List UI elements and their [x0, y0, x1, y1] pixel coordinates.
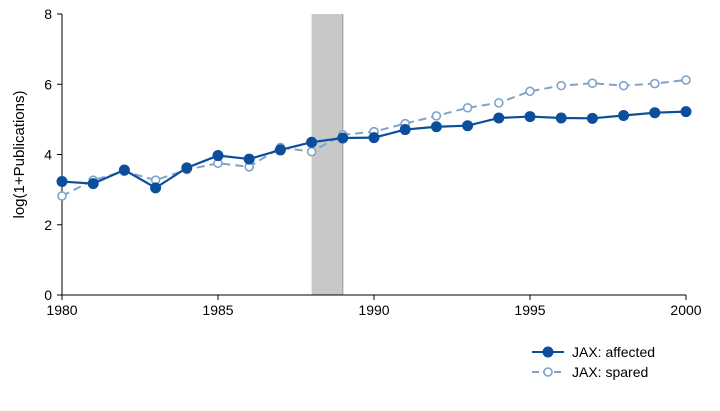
data-point: [649, 78, 660, 89]
data-point: [337, 132, 349, 144]
legend-label: JAX: spared: [572, 364, 648, 380]
legend: JAX: affected JAX: spared: [532, 344, 655, 380]
legend-marker: [542, 346, 554, 358]
x-tick-label: 1985: [202, 302, 233, 318]
y-tick-label: 6: [44, 76, 52, 92]
data-point: [555, 112, 567, 124]
data-point: [586, 112, 598, 124]
data-point: [462, 120, 474, 132]
data-point: [212, 150, 224, 162]
series-2: [57, 75, 691, 201]
y-tick-label: 8: [44, 6, 52, 22]
x-tick-label: 1990: [358, 302, 389, 318]
legend-label: JAX: affected: [572, 344, 655, 360]
x-tick-label: 1995: [514, 302, 545, 318]
data-point: [56, 176, 68, 188]
data-point: [430, 121, 442, 133]
data-point: [399, 124, 411, 136]
data-point: [649, 107, 661, 119]
data-point: [181, 162, 193, 174]
data-point: [462, 102, 473, 113]
legend-marker: [543, 367, 553, 377]
data-point: [618, 110, 630, 122]
series-1: [56, 106, 692, 194]
data-point: [493, 98, 504, 108]
data-point: [587, 78, 598, 88]
data-point: [87, 178, 99, 190]
series-layer: [56, 75, 692, 201]
data-point: [150, 182, 162, 194]
y-axis-title: log(1+Publications): [11, 91, 28, 219]
data-point: [681, 75, 691, 85]
y-tick-label: 0: [44, 287, 52, 303]
data-point: [680, 106, 692, 118]
axes: [61, 14, 686, 296]
data-point: [431, 111, 442, 121]
data-point: [118, 164, 130, 176]
shaded-region-layer: [311, 14, 344, 295]
data-point: [618, 80, 629, 91]
data-point: [493, 112, 505, 124]
x-tick-label: 2000: [670, 302, 701, 318]
y-tick-label: 4: [44, 147, 52, 163]
x-tick-label: 1980: [46, 302, 77, 318]
y-tick-label: 2: [44, 217, 52, 233]
data-point: [525, 86, 535, 97]
data-point: [243, 153, 255, 165]
shaded-region: [311, 14, 343, 295]
data-point: [306, 136, 318, 148]
data-point: [524, 111, 536, 123]
data-point: [306, 146, 317, 157]
data-point: [556, 80, 567, 91]
tick-labels: 0 2 4 6 8 1980 1985 1990 1995 2000: [44, 6, 702, 318]
data-point: [368, 132, 380, 144]
data-point: [274, 144, 286, 156]
data-point: [57, 191, 67, 201]
